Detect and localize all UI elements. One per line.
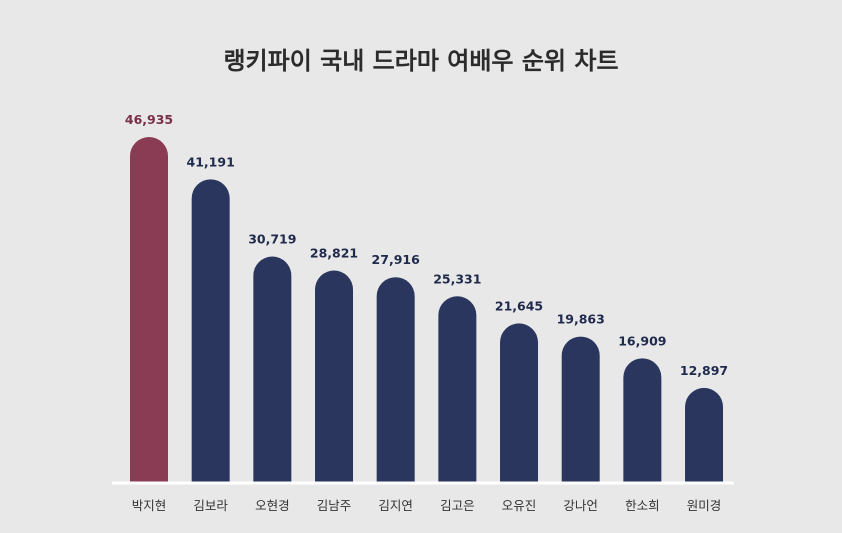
- value-label-5: 27,916: [372, 252, 421, 267]
- category-label-7: 오유진: [502, 498, 537, 513]
- bars-group: [130, 137, 724, 483]
- category-label-2: 김보라: [193, 498, 228, 513]
- bar-5: [376, 277, 415, 483]
- bar-7: [500, 323, 539, 483]
- category-label-1: 박지현: [132, 498, 167, 513]
- value-label-1: 46,935: [125, 112, 173, 127]
- value-label-9: 16,909: [618, 333, 666, 348]
- bar-2: [191, 179, 230, 483]
- category-labels-group: 박지현 김보라 오현경 김남주 김지연 김고은 오유진 강나언 한소희 원미경: [132, 498, 722, 513]
- value-label-10: 12,897: [680, 363, 728, 378]
- category-label-5: 김지연: [378, 498, 413, 513]
- value-label-2: 41,191: [187, 154, 235, 169]
- bar-9: [623, 358, 662, 483]
- category-label-8: 강나언: [563, 498, 598, 513]
- category-label-10: 원미경: [687, 498, 722, 513]
- category-label-6: 김고은: [440, 498, 475, 513]
- value-label-7: 21,645: [495, 298, 543, 313]
- bar-10: [685, 387, 724, 483]
- value-label-8: 19,863: [557, 312, 605, 327]
- bar-6: [438, 296, 477, 483]
- category-label-4: 김남주: [317, 498, 352, 513]
- bar-8: [561, 336, 600, 483]
- value-labels-group: 46,935 41,191 30,719 28,821 27,916 25,331 21,6…: [125, 112, 728, 378]
- bar-4: [315, 270, 354, 483]
- category-label-3: 오현경: [255, 498, 290, 513]
- bar-1: [130, 137, 168, 483]
- chart-title: 랭키파이 국내 드라마 여배우 순위 차트: [223, 47, 618, 75]
- value-label-3: 30,719: [248, 232, 296, 247]
- category-label-9: 한소희: [625, 498, 660, 513]
- bar-3: [253, 256, 292, 483]
- value-label-4: 28,821: [310, 246, 358, 261]
- value-label-6: 25,331: [433, 271, 481, 286]
